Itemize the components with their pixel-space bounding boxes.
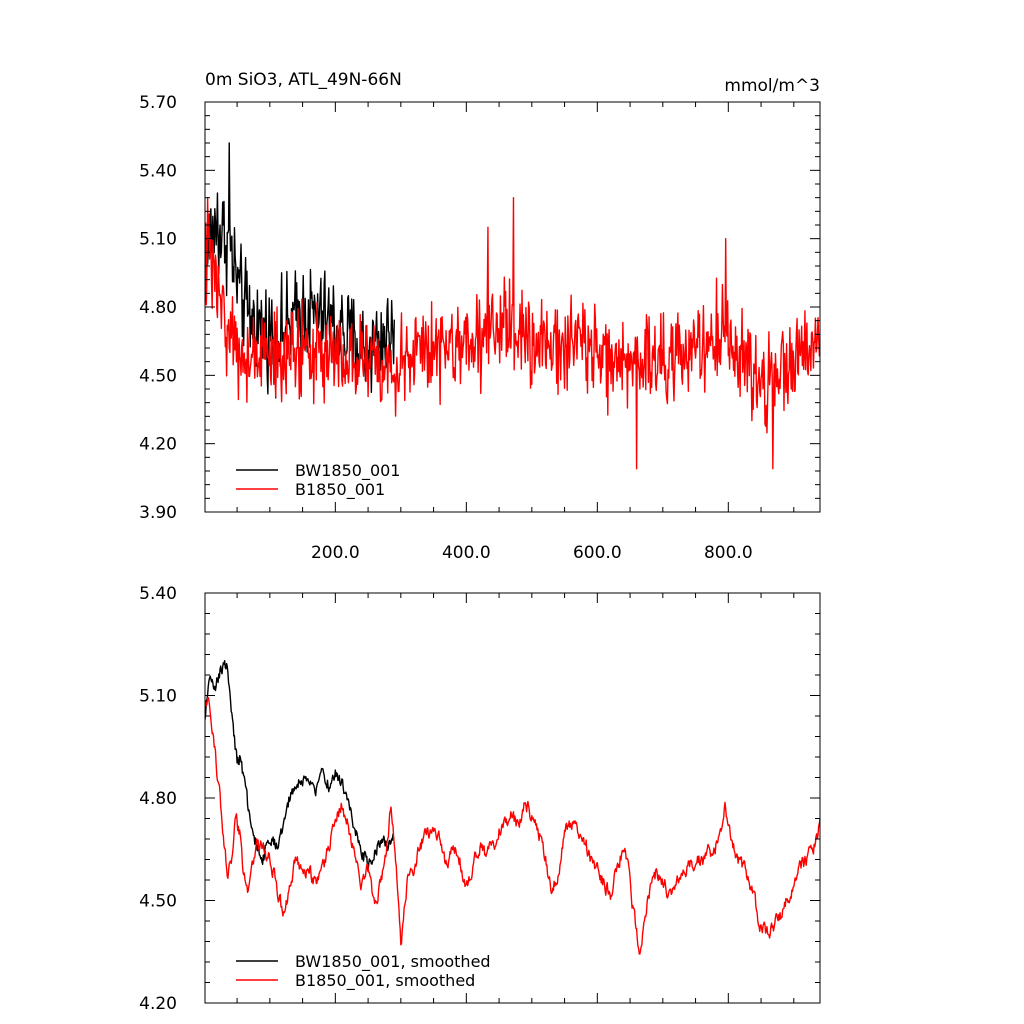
y-tick-label: 4.50 [139, 366, 177, 386]
y-tick-label: 4.80 [139, 298, 177, 318]
top-panel-units: mmol/m^3 [724, 76, 820, 96]
x-tick-label: 800.0 [704, 543, 753, 563]
y-tick-label: 5.40 [139, 584, 177, 604]
y-tick-label: 5.70 [139, 93, 177, 113]
plot-frame [204, 592, 821, 1004]
y-tick-label: 5.40 [139, 161, 177, 181]
top-panel-title: 0m SiO3, ATL_49N-66N [205, 70, 402, 90]
y-tick-label: 4.20 [139, 994, 177, 1014]
series-line-bw1850-001-smoothed [205, 659, 395, 872]
series-line-bw1850-001 [205, 142, 395, 399]
series-line-b1850-001-smoothed [205, 696, 820, 955]
series-line-b1850-001 [205, 196, 820, 470]
x-tick-label: 600.0 [573, 543, 622, 563]
panel-top: 0m SiO3, ATL_49N-66N mmol/m^3 3.90 4.20 4.… [139, 70, 821, 563]
legend-label: B1850_001 [295, 480, 385, 500]
y-tick-label: 3.90 [139, 503, 177, 523]
legend-label: BW1850_001 [295, 461, 400, 481]
y-tick-label: 5.10 [139, 230, 177, 250]
y-tick-label: 5.10 [139, 687, 177, 707]
y-tick-label: 4.50 [139, 892, 177, 912]
y-tick-label: 4.80 [139, 789, 177, 809]
x-tick-label: 200.0 [311, 543, 360, 563]
panel-bottom: 4.20 4.50 4.80 5.10 5.40 BW1850_001, smoothed… [139, 584, 821, 1014]
top-plot-area: 3.90 4.20 4.50 4.80 5.10 5.40 5.70 200.0 400.0 60… [139, 93, 821, 563]
x-tick-label: 400.0 [442, 543, 491, 563]
legend-label: BW1850_001, smoothed [295, 952, 491, 972]
bottom-plot-area: 4.20 4.50 4.80 5.10 5.40 BW1850_001, smoothed… [139, 584, 821, 1014]
legend-label: B1850_001, smoothed [295, 971, 475, 991]
y-tick-label: 4.20 [139, 435, 177, 455]
